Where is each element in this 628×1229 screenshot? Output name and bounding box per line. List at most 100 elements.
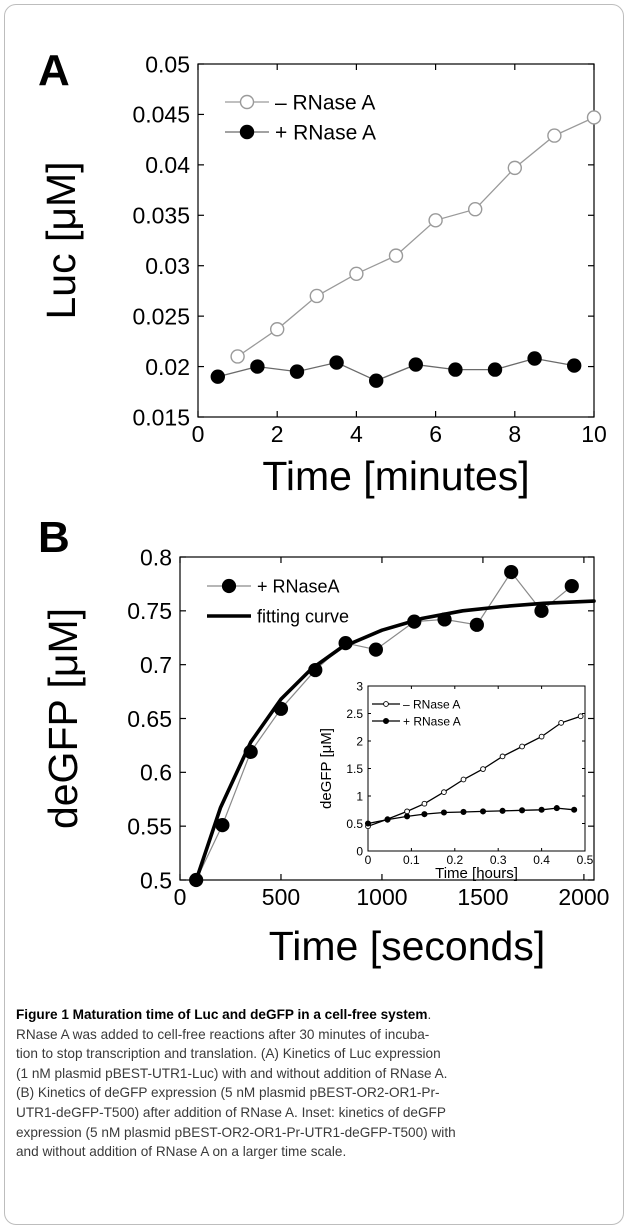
- panel-b-y-tick-label: 0.65: [127, 706, 172, 732]
- panel-b-y-tick-label: 0.75: [127, 598, 172, 624]
- panel-a-series-line: [237, 116, 595, 358]
- panel-a-legend-marker: [239, 124, 255, 140]
- inset-data-point: [538, 733, 545, 740]
- panel-a-y-tick-label: 0.05: [145, 51, 190, 77]
- panel-a-data-point: [448, 362, 463, 377]
- inset-data-point: [571, 806, 578, 813]
- caption-line: (B) Kinetics of deGFP expression (5 nM p…: [16, 1085, 440, 1101]
- panel-a-data-point: [586, 110, 602, 125]
- inset-data-point: [421, 800, 428, 807]
- panel-a-y-tick-label: 0.025: [132, 303, 190, 329]
- inset-data-point: [384, 816, 391, 823]
- panel-a-y-tick-label: 0.045: [132, 102, 190, 128]
- inset-data-point: [441, 789, 447, 796]
- panel-b-y-tick-label: 0.8: [140, 544, 172, 570]
- inset-plot-frame: [367, 685, 586, 852]
- caption-line: RNase A was added to cell-free reactions…: [16, 1026, 430, 1042]
- panel-a-series-line: [217, 357, 575, 382]
- panel-a-y-tick-label: 0.015: [132, 404, 190, 430]
- caption-title: Figure 1 Maturation time of Luc and deGF…: [16, 1007, 428, 1022]
- inset-y-tick-label: 2: [356, 734, 363, 748]
- inset-x-tick-label: 0.5: [577, 853, 594, 867]
- panel-b-x-tick-label: 2000: [558, 884, 609, 910]
- panel-a-data-point: [250, 359, 265, 374]
- panel-a-data-point: [289, 364, 305, 379]
- panel-a-data-point: [210, 369, 226, 384]
- inset-x-tick-label: 0.3: [490, 853, 507, 867]
- chart-panel-a: 0 2 4 6 8 10 0.015 0.02 0.025 0.03 0.035 0.04 0.045 0…: [38, 51, 607, 499]
- panel-a-data-point: [230, 349, 245, 364]
- caption-line: expression (5 nM plasmid pBEST-OR2-OR1-P…: [16, 1124, 456, 1140]
- panel-a-data-point: [527, 351, 542, 366]
- inset-x-axis-label: Time [hours]: [435, 865, 518, 882]
- panel-b-y-axis-label: deGFP [μM]: [40, 608, 86, 829]
- caption-title-end: .: [427, 1007, 432, 1022]
- inset-data-point: [480, 766, 486, 772]
- panel-a-x-axis-label: Time [minutes]: [262, 453, 529, 499]
- inset-data-point: [404, 808, 410, 815]
- inset-data-point: [460, 808, 467, 816]
- inset-data-point: [499, 753, 506, 760]
- panel-a-data-point: [468, 202, 483, 217]
- panel-b-y-tick-label: 0.5: [140, 867, 172, 893]
- panel-b-x-tick-label: 500: [262, 884, 300, 910]
- inset-data-point: [440, 809, 448, 816]
- inset-y-axis-label: deGFP [μM]: [318, 728, 335, 809]
- inset-y-tick-label: 2.5: [346, 707, 363, 721]
- panel-b-y-tick-label: 0.55: [127, 813, 172, 839]
- inset-x-tick-label: 0.2: [446, 853, 463, 867]
- panel-b-series-line-fit: [194, 599, 596, 882]
- panel-a-legend-marker: [239, 94, 255, 110]
- panel-a-y-axis-label: Luc [μM]: [38, 161, 84, 319]
- inset-data-point: [460, 776, 467, 783]
- panel-a-y-tick-label: 0.035: [132, 203, 190, 229]
- panel-b-data-point: [368, 642, 383, 657]
- panel-a-data-point: [567, 358, 582, 373]
- panel-b-y-tick-label: 0.7: [140, 652, 172, 678]
- inset-data-point: [519, 743, 525, 750]
- panel-a-x-tick-label: 6: [429, 421, 442, 447]
- panel-a-data-point: [388, 248, 404, 263]
- inset-data-point: [553, 805, 560, 812]
- inset-y-tick-label: 0: [356, 844, 363, 858]
- inset-data-point: [421, 811, 428, 818]
- panel-a-x-tick-label: 10: [581, 421, 607, 447]
- panel-a-legend-label: + RNase A: [275, 122, 376, 145]
- figure-frame: [4, 4, 624, 1225]
- panel-a-y-tick-label: 0.04: [145, 152, 190, 178]
- inset-legend-marker: [382, 717, 390, 725]
- panel-a-data-point: [329, 355, 344, 370]
- panel-a-data-point: [349, 266, 364, 281]
- caption-line: (1 nM plasmid pBEST-UTR1-Luc) with and w…: [16, 1065, 448, 1081]
- panel-b-letter: B: [38, 513, 70, 562]
- panel-b-x-tick-label: 1500: [457, 884, 508, 910]
- inset-y-tick-label: 3: [356, 679, 363, 693]
- panel-b-legend-marker: [221, 578, 237, 594]
- inset-legend-label: – RNase A: [403, 697, 460, 711]
- inset-series-line: [367, 715, 581, 827]
- inset-x-tick-label: 0.4: [533, 853, 550, 867]
- panel-b-data-point: [564, 578, 579, 594]
- caption-line: tion to stop transcription and translati…: [16, 1046, 441, 1062]
- panel-a-legend-label: – RNase A: [275, 92, 375, 115]
- panel-a-data-point: [428, 213, 443, 228]
- panel-b-x-axis-label: Time [seconds]: [269, 923, 545, 969]
- inset-data-point: [479, 808, 487, 815]
- panel-a-y-tick-label: 0.02: [145, 354, 190, 380]
- caption-line: and without addition of RNase A on a lar…: [16, 1144, 347, 1160]
- panel-b-x-tick-label: 0: [174, 884, 187, 910]
- inset-data-point: [364, 820, 372, 827]
- panel-b-legend-label: fitting curve: [257, 606, 349, 626]
- caption-line: UTR1-deGFP-T500) after addition of RNase…: [16, 1104, 446, 1120]
- panel-a-data-point: [408, 357, 423, 372]
- inset-y-tick-label: 1.5: [346, 762, 363, 776]
- inset-data-point: [558, 719, 564, 726]
- panel-a-letter: A: [38, 46, 70, 95]
- panel-a-data-point: [487, 362, 503, 377]
- figure-caption: Figure 1 Maturation time of Luc and deGF…: [16, 1005, 616, 1162]
- panel-a-data-point: [270, 322, 285, 337]
- panel-b-data-point: [504, 564, 519, 580]
- panel-a-data-point: [309, 288, 324, 304]
- inset-x-tick-label: 0: [365, 853, 372, 867]
- inset-data-point: [519, 807, 526, 814]
